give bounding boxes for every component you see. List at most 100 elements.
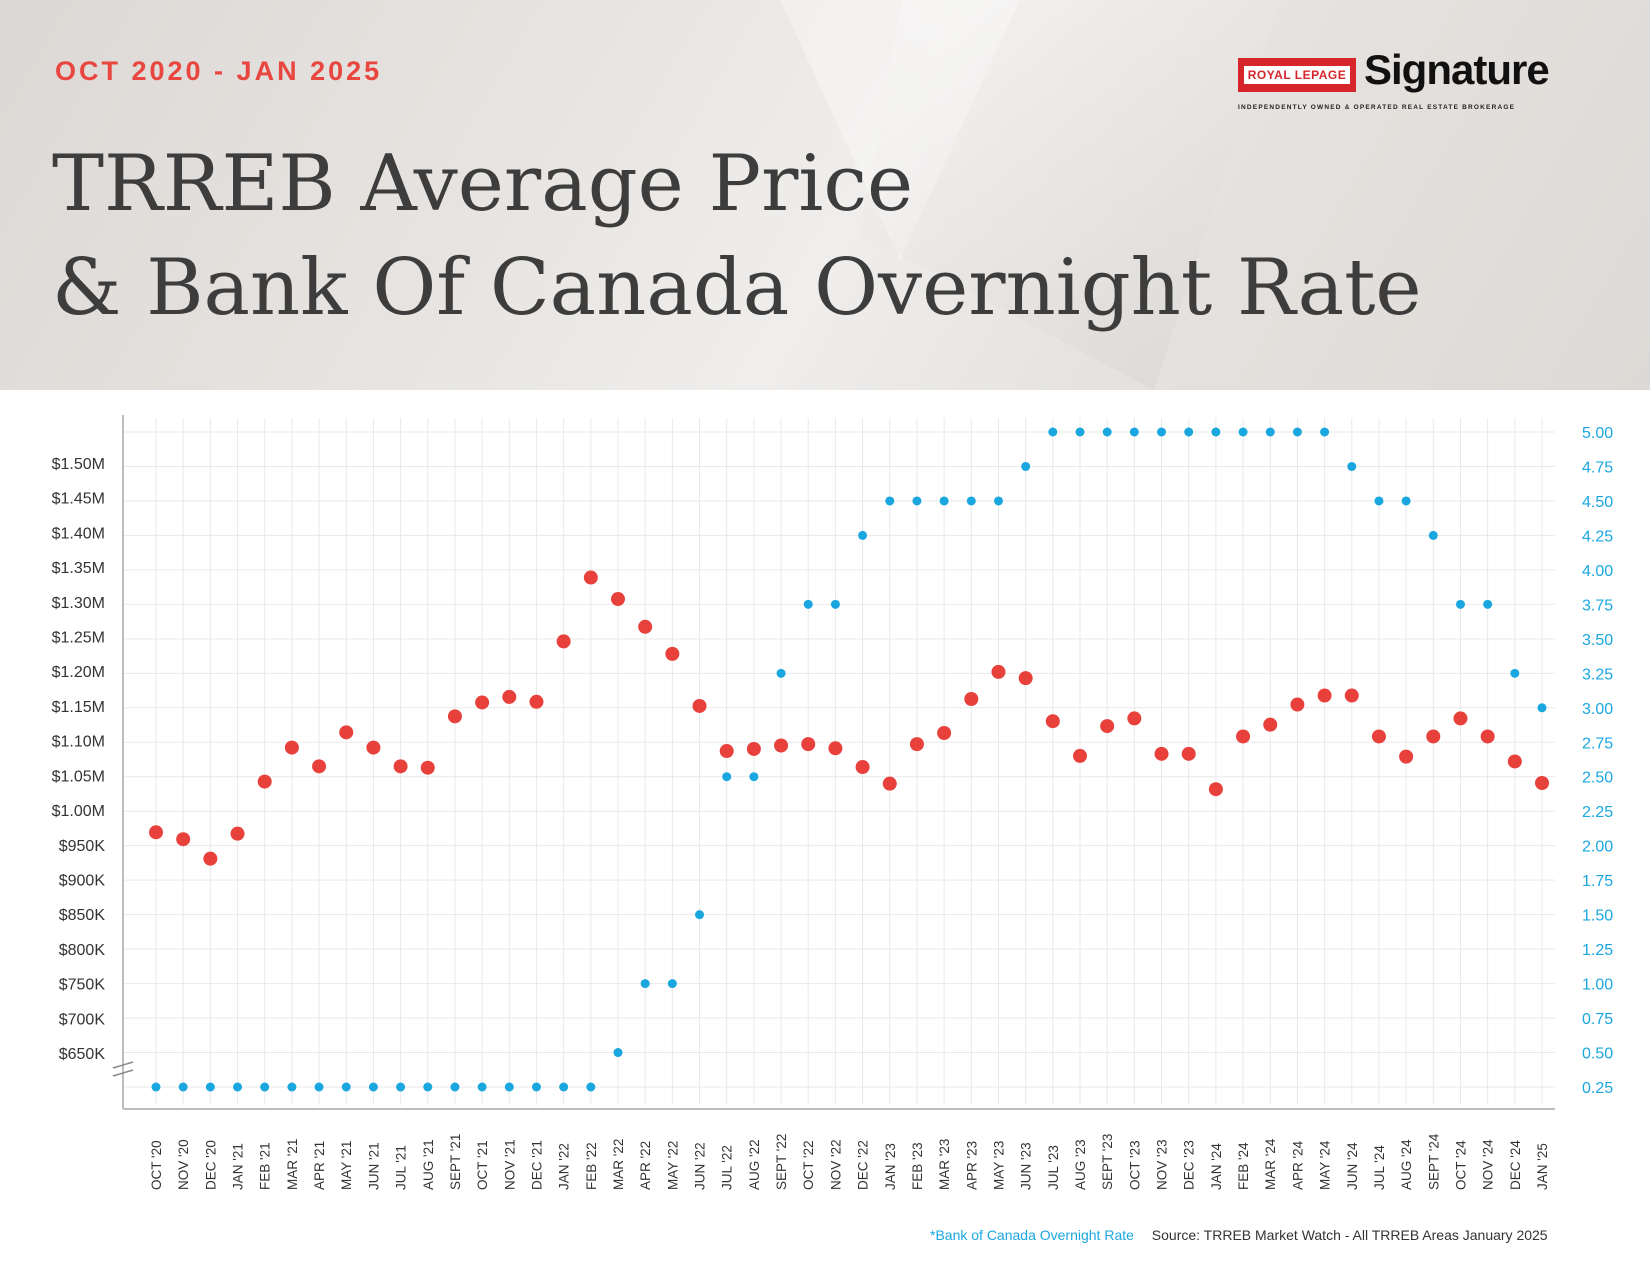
rate-point: [640, 979, 650, 989]
x-tick-label: SEPT '24: [1426, 1133, 1441, 1190]
rate-point: [776, 668, 786, 678]
x-tick-label: JUN '24: [1345, 1142, 1360, 1190]
price-point: [855, 760, 870, 775]
rate-point: [613, 1048, 623, 1058]
price-point: [1453, 711, 1468, 726]
x-tick-label: JAN '25: [1535, 1143, 1550, 1190]
title-line-2: & Bank Of Canada Overnight Rate: [52, 243, 1422, 333]
price-point: [176, 832, 191, 847]
title-line-1: TRREB Average Price: [52, 139, 914, 229]
left-tick-label: $1.45M: [52, 491, 105, 508]
price-point: [1290, 697, 1305, 712]
chart-axes: [112, 415, 1555, 1110]
left-axis-ticks: $1.50M $1.45M $1.40M $1.35M $1.30M $1.25M $1.2…: [52, 456, 106, 1063]
rate-point: [1347, 461, 1357, 471]
rate-point: [912, 496, 922, 506]
rate-point: [1374, 496, 1384, 506]
price-point: [774, 738, 789, 753]
x-tick-label: SEPT '23: [1100, 1134, 1115, 1190]
rate-point: [1483, 599, 1493, 609]
x-tick-label: JUL '22: [720, 1145, 735, 1190]
rate-point: [1401, 496, 1411, 506]
rate-point: [1292, 427, 1302, 437]
price-point: [882, 776, 897, 791]
price-point: [1399, 749, 1414, 764]
rate-point: [1184, 427, 1194, 437]
rate-point: [1428, 530, 1438, 540]
left-tick-label: $800K: [59, 942, 106, 959]
x-tick-label: AUG '24: [1399, 1139, 1414, 1190]
price-point: [937, 726, 952, 741]
price-point: [746, 741, 761, 756]
price-point: [1208, 782, 1223, 797]
right-tick-label: 2.00: [1582, 839, 1613, 856]
price-point: [1263, 717, 1278, 732]
x-tick-label: JAN '22: [557, 1143, 572, 1190]
rate-point: [1048, 427, 1058, 437]
price-point: [447, 709, 462, 724]
right-tick-label: 3.00: [1582, 701, 1613, 718]
rate-point: [667, 979, 677, 989]
price-point: [257, 774, 272, 789]
rate-point: [1129, 427, 1139, 437]
x-tick-label: JUN '23: [1019, 1142, 1034, 1190]
price-point: [284, 740, 299, 755]
rate-point: [287, 1082, 297, 1092]
rate-point: [1021, 461, 1031, 471]
price-point: [1426, 729, 1441, 744]
left-tick-label: $1.25M: [52, 630, 105, 647]
price-point: [1154, 746, 1169, 761]
rate-point: [260, 1082, 270, 1092]
left-tick-label: $1.15M: [52, 699, 105, 716]
x-tick-label: MAY '23: [991, 1141, 1006, 1190]
rate-point: [368, 1082, 378, 1092]
rate-point: [1157, 427, 1167, 437]
price-rate-chart: $1.50M $1.45M $1.40M $1.35M $1.30M $1.25M $1.2…: [52, 415, 1613, 1190]
x-tick-label: FEB '23: [910, 1142, 925, 1190]
right-tick-label: 0.25: [1582, 1080, 1613, 1097]
rate-point: [885, 496, 895, 506]
logo-tagline: INDEPENDENTLY OWNED & OPERATED REAL ESTA…: [1238, 104, 1516, 111]
axis-break-mark: [112, 1061, 134, 1069]
price-point: [339, 725, 354, 740]
rate-point: [1320, 427, 1330, 437]
rate-point: [1537, 703, 1547, 713]
x-tick-label: NOV '22: [828, 1139, 843, 1190]
x-tick-label: AUG '21: [421, 1139, 436, 1190]
x-tick-label: MAR '24: [1263, 1138, 1278, 1190]
x-tick-label: AUG '22: [747, 1139, 762, 1190]
chart-footnote: *Bank of Canada Overnight Rate Source: T…: [930, 1227, 1548, 1243]
right-tick-label: 2.25: [1582, 804, 1613, 821]
x-tick-label: MAY '21: [339, 1141, 354, 1190]
rate-point: [1075, 427, 1085, 437]
price-point: [1344, 688, 1359, 703]
rate-point: [423, 1082, 433, 1092]
price-point: [529, 694, 544, 709]
price-point: [1480, 729, 1495, 744]
price-point: [366, 740, 381, 755]
x-tick-label: NOV '21: [502, 1139, 517, 1190]
price-point: [1236, 729, 1251, 744]
price-point: [611, 592, 625, 607]
right-tick-label: 3.75: [1582, 597, 1613, 614]
rate-point: [1510, 668, 1520, 678]
right-tick-label: 5.00: [1582, 425, 1613, 442]
left-tick-label: $900K: [59, 872, 106, 889]
axis-break-mark: [112, 1069, 134, 1077]
x-tick-label: DEC '20: [203, 1140, 218, 1190]
rate-point: [450, 1082, 460, 1092]
rate-point: [939, 496, 949, 506]
x-tick-label: SEPT '22: [774, 1134, 789, 1190]
rate-point: [559, 1082, 569, 1092]
price-point: [393, 759, 408, 774]
left-tick-label: $950K: [59, 838, 106, 855]
rate-point: [314, 1082, 324, 1092]
rate-point: [993, 496, 1003, 506]
price-series: [149, 570, 1549, 866]
left-tick-label: $750K: [59, 977, 106, 994]
rate-point: [178, 1082, 188, 1092]
price-point: [1535, 775, 1549, 790]
rate-point: [1211, 427, 1221, 437]
x-tick-label: JUL '23: [1046, 1145, 1061, 1190]
price-point: [583, 570, 598, 585]
